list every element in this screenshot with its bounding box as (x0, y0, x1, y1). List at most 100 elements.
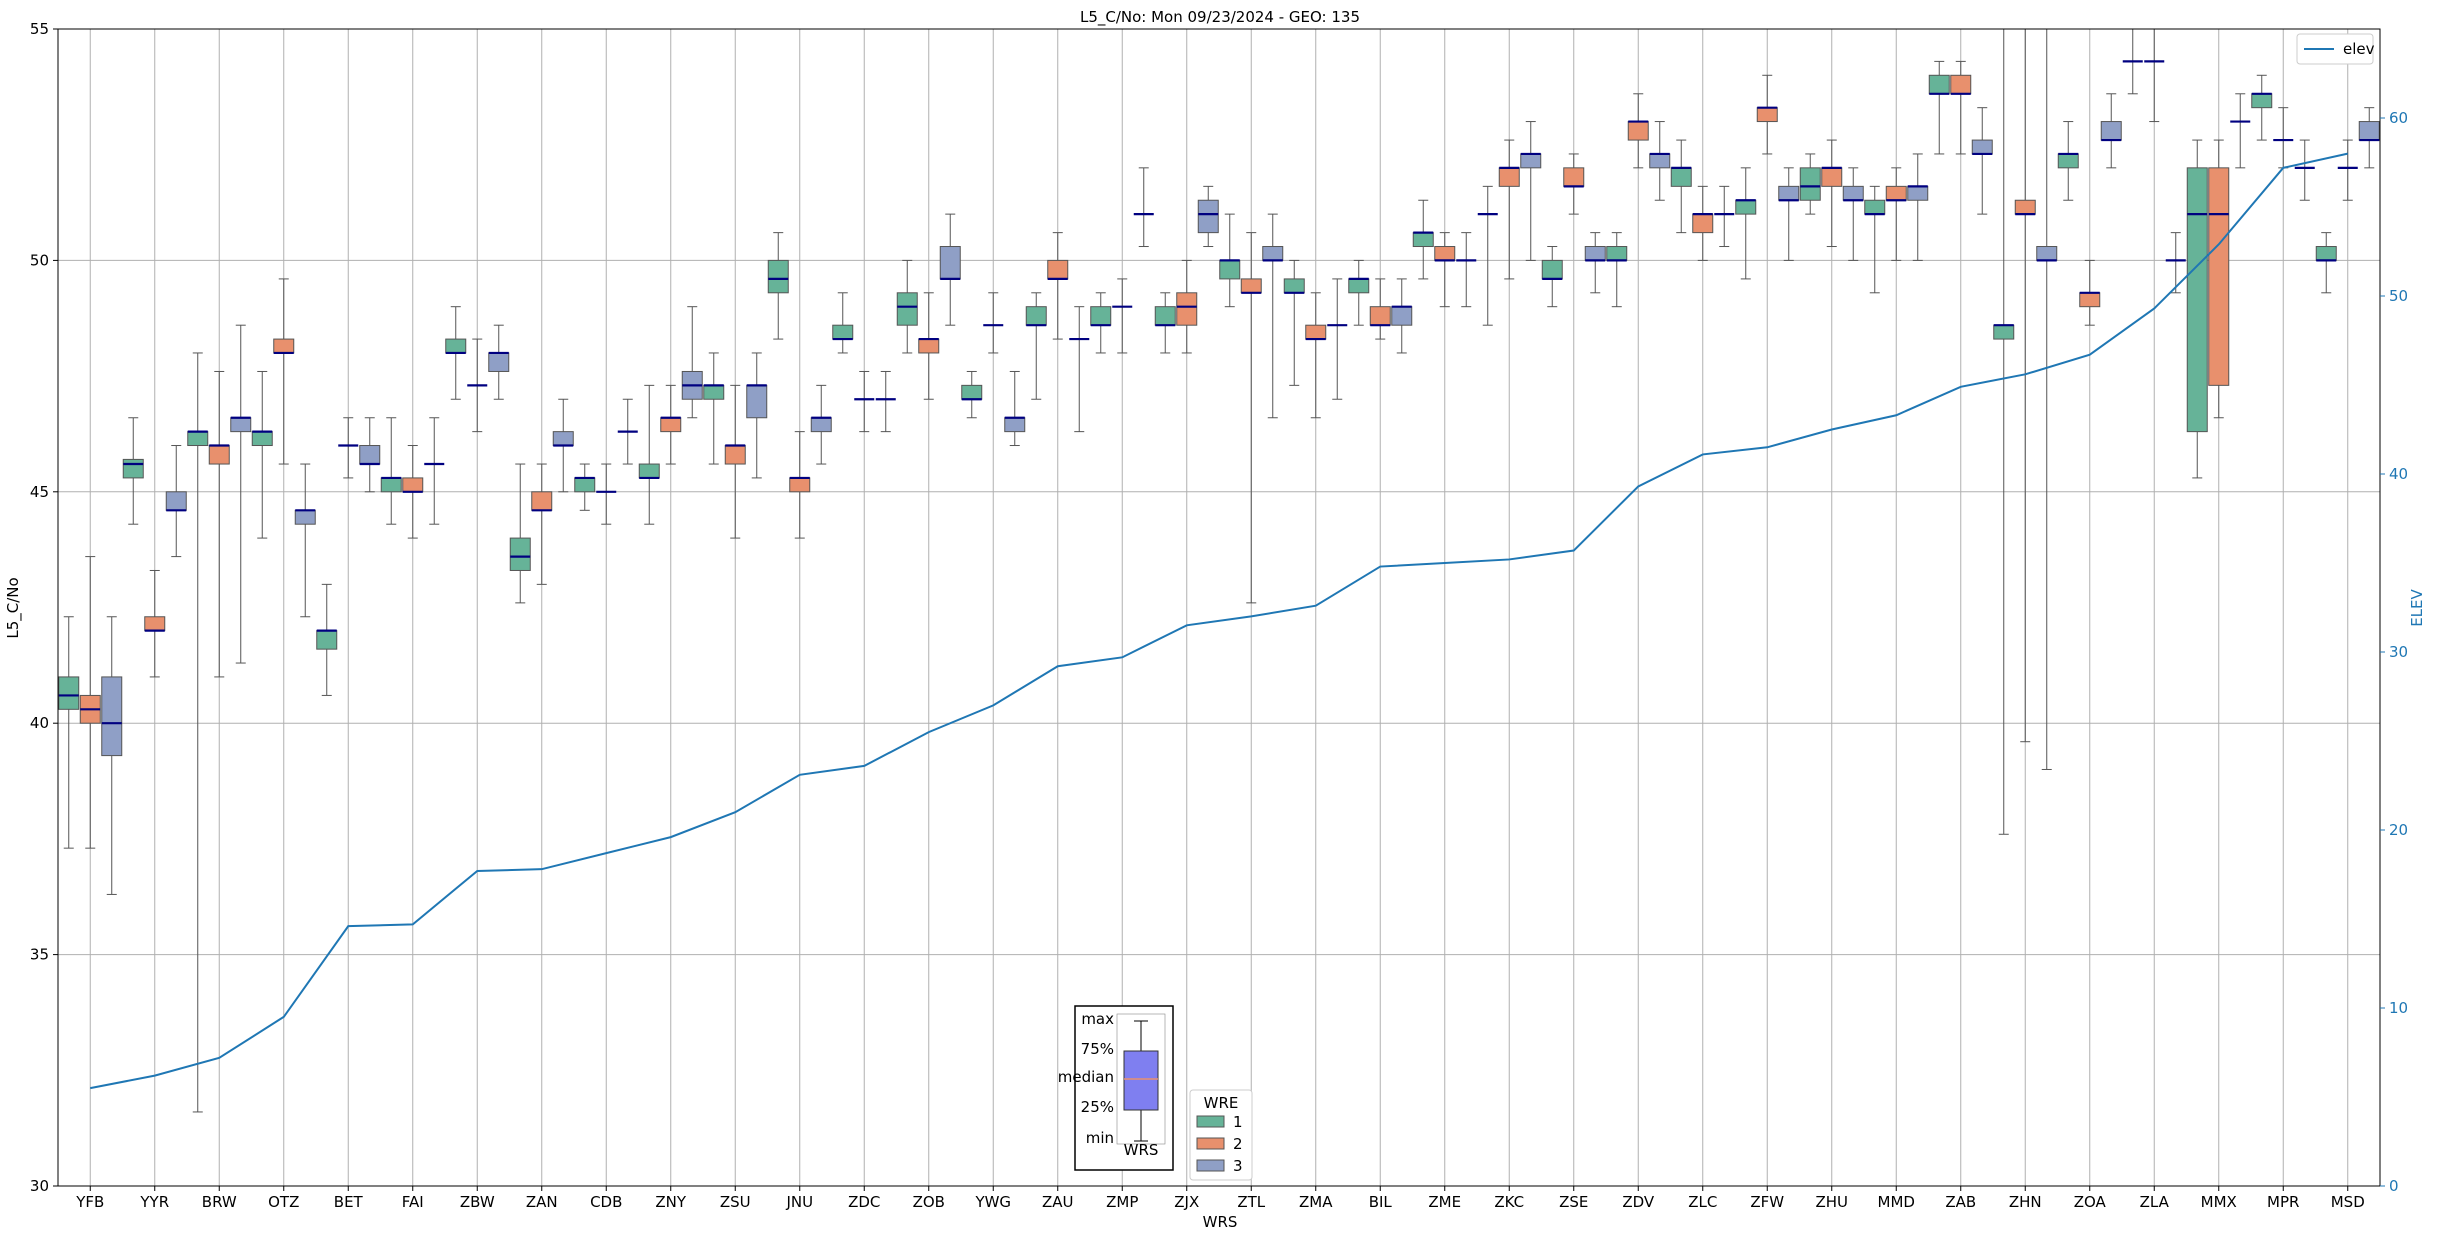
y2-axis-label: ELEV (2408, 588, 2426, 626)
box-ZKC-2 (1498, 139, 1520, 280)
box-ZHN-1-iqr (1993, 324, 2015, 340)
box-YFB-2 (79, 556, 101, 849)
box-ZSU-2 (724, 384, 746, 539)
box-BIL-2 (1369, 278, 1391, 340)
y-tick-label-30: 30 (30, 1177, 49, 1195)
x-tick-label-ZHU: ZHU (1815, 1193, 1848, 1211)
x-tick-label-ZJX: ZJX (1174, 1193, 1199, 1211)
box-MMD-3 (1907, 153, 1929, 261)
y-axis-left: 30 35 40 45 50 55 (30, 20, 58, 1195)
box-YWG-1 (961, 370, 983, 419)
x-tick-label-ZSE: ZSE (1559, 1193, 1588, 1211)
inset-min-label: min (1086, 1129, 1114, 1147)
box-ZDC-1 (832, 292, 854, 354)
box-ZDV-1-iqr (1606, 246, 1628, 261)
x-tick-label-ZDV: ZDV (1622, 1193, 1655, 1211)
legend-swatch-2 (1196, 1137, 1225, 1150)
box-MSD-1 (2315, 232, 2337, 294)
box-ZTL-3-iqr (1262, 246, 1284, 261)
box-CDB-1 (574, 463, 596, 511)
chart-title: L5_C/No: Mon 09/23/2024 - GEO: 135 (1080, 8, 1360, 27)
x-tick-label-ZDC: ZDC (848, 1193, 880, 1211)
box-JNU-2-iqr (789, 477, 811, 493)
box-ZAN-2 (531, 463, 553, 585)
y-tick-label-50: 50 (30, 251, 49, 269)
box-MPR-3 (2294, 139, 2315, 201)
box-ZMA-1-iqr (1283, 278, 1305, 294)
box-YFB-1 (58, 616, 80, 849)
box-YFB-3-iqr (101, 676, 123, 757)
x-tick-label-MPR: MPR (2267, 1193, 2299, 1211)
box-OTZ-1-iqr (251, 431, 273, 447)
box-ZHU-3 (1842, 167, 1864, 261)
box-ZBW-2 (467, 338, 488, 433)
inset-q1-label: 25% (1081, 1098, 1114, 1116)
box-ZFW-2-iqr (1756, 107, 1778, 123)
box-CDB-1-iqr (574, 477, 596, 493)
x-tick-label-BRW: BRW (202, 1193, 237, 1211)
legend-swatch-3 (1196, 1159, 1225, 1172)
x-tick-label-MMD: MMD (1878, 1193, 1915, 1211)
legend-elev-label: elev (2343, 40, 2375, 58)
box-ZFW-3 (1778, 167, 1800, 261)
x-tick-label-ZOA: ZOA (2074, 1193, 2107, 1211)
box-ZDV-1 (1606, 232, 1628, 308)
box-ZFW-1 (1735, 167, 1757, 280)
box-ZAB-3 (1971, 107, 1993, 215)
box-ZSE-3-iqr (1584, 246, 1606, 261)
x-tick-label-ZBW: ZBW (460, 1193, 495, 1211)
box-ZSU-1-iqr (703, 384, 725, 400)
box-ZJX-2 (1176, 259, 1198, 354)
wre-legend: WRE 1 2 3 (1189, 1089, 1253, 1181)
box-ZOB-1 (896, 259, 918, 354)
box-ZOA-3-iqr (2100, 121, 2122, 141)
y2-tick-label-20: 20 (2389, 821, 2408, 839)
x-tick-label-ZFW: ZFW (1750, 1193, 1784, 1211)
y2-tick-label-50: 50 (2389, 287, 2408, 305)
box-BIL-2-iqr (1369, 306, 1391, 326)
box-ZAU-3 (1069, 306, 1090, 433)
box-ZLC-1 (1670, 139, 1692, 234)
inset-xlabel: WRS (1124, 1141, 1159, 1159)
box-BIL-3-iqr (1391, 306, 1413, 326)
x-tick-label-ZTL: ZTL (1237, 1193, 1265, 1211)
box-ZME-1-iqr (1412, 232, 1434, 248)
box-ZHN-3-iqr (2036, 246, 2058, 261)
box-OTZ-3-iqr (294, 509, 316, 525)
box-ZNY-2 (660, 384, 682, 465)
x-tick-label-ZNY: ZNY (655, 1193, 686, 1211)
box-FAI-2 (402, 445, 424, 539)
box-ZHU-3-iqr (1842, 185, 1864, 201)
box-ZMP-1-iqr (1090, 306, 1112, 326)
box-BRW-2-iqr (208, 445, 230, 465)
box-FAI-2-iqr (402, 477, 424, 493)
box-CDB-2 (596, 463, 617, 525)
box-ZSE-2 (1563, 153, 1585, 215)
legend-swatch-1 (1196, 1115, 1225, 1128)
box-ZAB-2-iqr (1950, 74, 1972, 95)
box-FAI-1 (380, 417, 402, 525)
box-ZFW-2 (1756, 74, 1778, 155)
box-ZNY-2-iqr (660, 417, 682, 433)
box-OTZ-2-iqr (273, 338, 295, 354)
box-ZKC-3-iqr (1520, 153, 1542, 169)
box-ZAU-2-iqr (1047, 259, 1069, 280)
box-ZDC-3 (875, 370, 896, 433)
box-MMX-2-iqr (2208, 167, 2230, 386)
box-YYR-2-iqr (144, 616, 166, 632)
box-ZJX-1 (1154, 292, 1176, 354)
box-YWG-3 (1004, 370, 1026, 447)
box-ZSE-2-iqr (1563, 167, 1585, 187)
box-ZNY-1 (638, 384, 660, 525)
box-ZLC-1-iqr (1670, 167, 1692, 187)
box-ZOB-2 (918, 292, 940, 400)
box-ZAN-3-iqr (552, 431, 574, 447)
box-ZSU-3 (746, 352, 768, 479)
box-ZMP-3 (1133, 167, 1154, 248)
box-ZDC-1-iqr (832, 324, 854, 340)
y2-tick-label-60: 60 (2389, 109, 2408, 127)
box-ZLA-2 (2144, 29, 2165, 123)
box-ZMA-2-iqr (1305, 324, 1327, 340)
box-BET-1 (316, 583, 338, 696)
